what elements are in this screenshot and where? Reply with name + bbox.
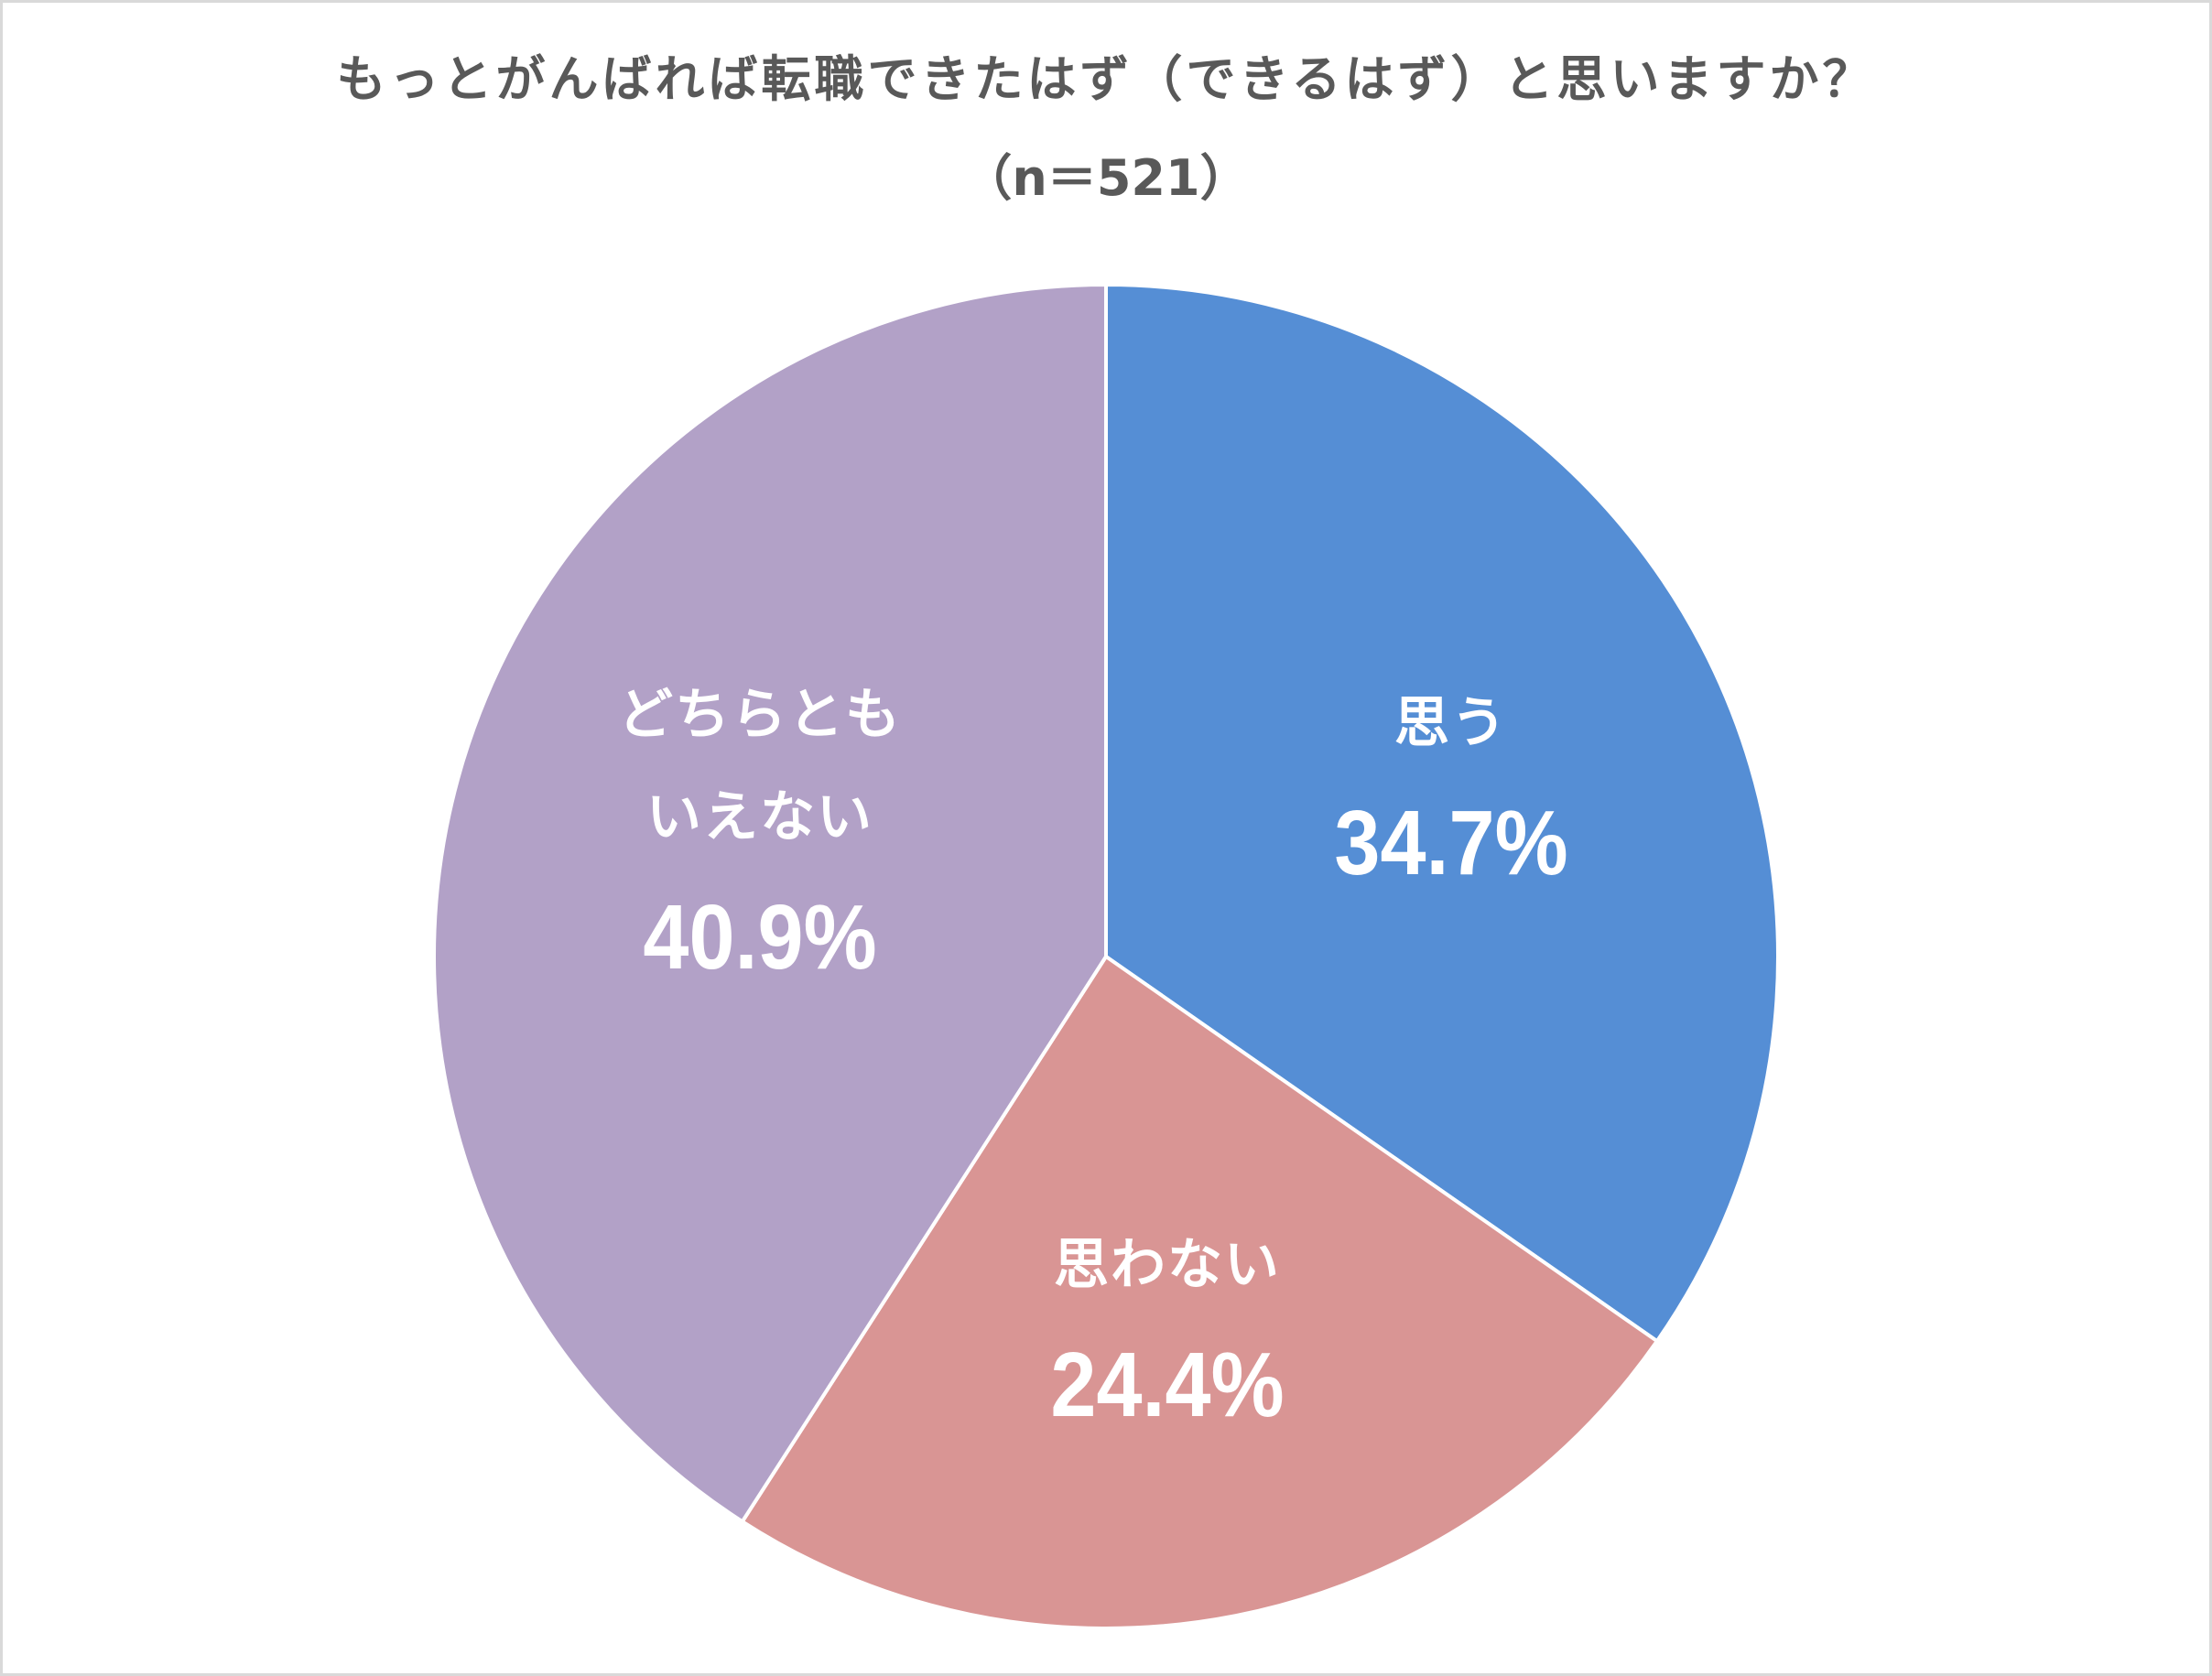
slice-category-omou: 思う [1393, 691, 1508, 755]
chart-title: もっとがんばれば転職できたはず（できるはず）と思いますか？ [336, 50, 1876, 108]
slice-label-omou: 思う 34.7% [1321, 672, 1581, 912]
slice-category-omowanai: 思わない [1053, 1233, 1281, 1297]
slice-percent-dochira: 40.9% [643, 886, 877, 989]
chart-subtitle: （n＝521） [962, 149, 1250, 207]
slice-category-dochira-line1: どちらとも [618, 683, 902, 747]
slice-percent-omowanai: 24.4% [1050, 1334, 1285, 1436]
slice-label-omowanai: 思わない 24.4% [1037, 1214, 1297, 1454]
slice-category-dochira-line2: いえない [646, 785, 873, 849]
pie-slice-1 [740, 954, 1660, 1630]
pie-slice-0 [1104, 282, 1780, 1344]
slice-label-dochira: どちらとも いえない 40.9% [618, 664, 902, 1006]
pie-slice-2 [432, 282, 1108, 1525]
slice-percent-omou: 34.7% [1334, 792, 1568, 894]
pie-slices [432, 282, 1780, 1630]
